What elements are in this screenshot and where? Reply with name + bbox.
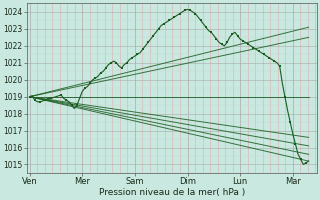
- X-axis label: Pression niveau de la mer( hPa ): Pression niveau de la mer( hPa ): [99, 188, 245, 197]
